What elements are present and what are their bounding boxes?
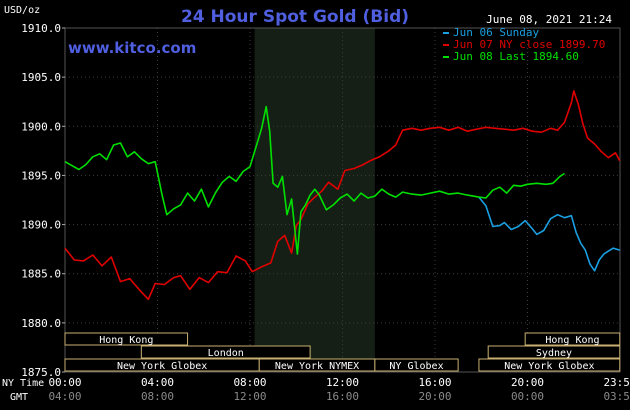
x-tick-ny: 04:00 (141, 376, 174, 389)
session-box: London (140, 345, 311, 359)
y-axis-ticks: 1910.0 1905.0 1900.0 1895.0 1890.0 1885.0 1880… (21, 22, 65, 379)
x-tick-ny: 16:00 (418, 376, 451, 389)
y-axis-label: USD/oz (4, 5, 40, 16)
series-line-2 (64, 105, 565, 255)
nymex-session-shading (254, 28, 375, 372)
x-tick-gmt: 08:00 (141, 390, 174, 403)
ny-time-label: NY Time (2, 378, 44, 389)
x-tick-gmt: 04:00 (48, 390, 81, 403)
x-tick-ny: 00:00 (48, 376, 81, 389)
session-rect (64, 332, 189, 346)
x-tick-gmt: 00:00 (511, 390, 544, 403)
x-tick-gmt: 20:00 (418, 390, 451, 403)
y-tick-label: 1895.0 (21, 169, 61, 182)
session-rect (374, 358, 459, 372)
x-tick-gmt: 16:00 (326, 390, 359, 403)
x-tick-ny: 20:00 (511, 376, 544, 389)
y-tick-label: 1905.0 (21, 71, 61, 84)
x-tick-gmt: 03:59 (603, 390, 630, 403)
session-box: New York Globex (478, 358, 621, 372)
series-line-1 (64, 90, 621, 301)
session-label: New York Globex (504, 361, 594, 372)
chart-title: 24 Hour Spot Gold (Bid) (181, 7, 409, 27)
date-stamp: June 08, 2021 21:24 (486, 13, 612, 26)
legend-entry: Jun 08 Last 1894.60 (453, 50, 579, 63)
x-tick-ny: 23:59 (603, 376, 630, 389)
kitco-brand: www.kitco.com (68, 39, 196, 57)
session-box: New York NYMEX (258, 358, 376, 372)
y-tick-label: 1900.0 (21, 120, 61, 133)
legend-entry: Jun 07 NY close 1899.70 (453, 38, 605, 51)
x-tick-ny: 12:00 (326, 376, 359, 389)
price-series (64, 90, 621, 301)
gmt-label: GMT (10, 392, 28, 403)
plot-frame (64, 27, 621, 373)
session-label: New York Globex (117, 361, 207, 372)
session-rect (524, 332, 621, 346)
session-rect (487, 345, 621, 359)
y-tick-label: 1880.0 (21, 317, 61, 330)
x-axis-ticks: 00:0004:0004:0008:0008:0012:0012:0016:00… (48, 376, 630, 403)
y-tick-label: 1885.0 (21, 268, 61, 281)
session-box: Hong Kong (64, 332, 189, 346)
x-tick-gmt: 12:00 (233, 390, 266, 403)
series-line-0 (478, 196, 621, 272)
y-tick-label: 1890.0 (21, 219, 61, 232)
session-label: London (208, 348, 244, 359)
y-tick-label: 1910.0 (21, 22, 61, 35)
session-label: NY Globex (389, 361, 443, 372)
session-label: Sydney (536, 348, 572, 359)
session-label: Hong Kong (545, 335, 599, 346)
session-label: Hong Kong (99, 335, 153, 346)
session-box: NY Globex (374, 358, 459, 372)
y-tick-label: 1875.0 (21, 366, 61, 379)
session-rect (478, 358, 621, 372)
session-box: Sydney (487, 345, 621, 359)
session-box: Hong Kong (524, 332, 621, 346)
legend-entry: Jun 06 Sunday (453, 26, 539, 39)
session-box: New York Globex (64, 358, 260, 372)
session-rect (140, 345, 311, 359)
session-label: New York NYMEX (275, 361, 359, 372)
x-tick-ny: 08:00 (233, 376, 266, 389)
